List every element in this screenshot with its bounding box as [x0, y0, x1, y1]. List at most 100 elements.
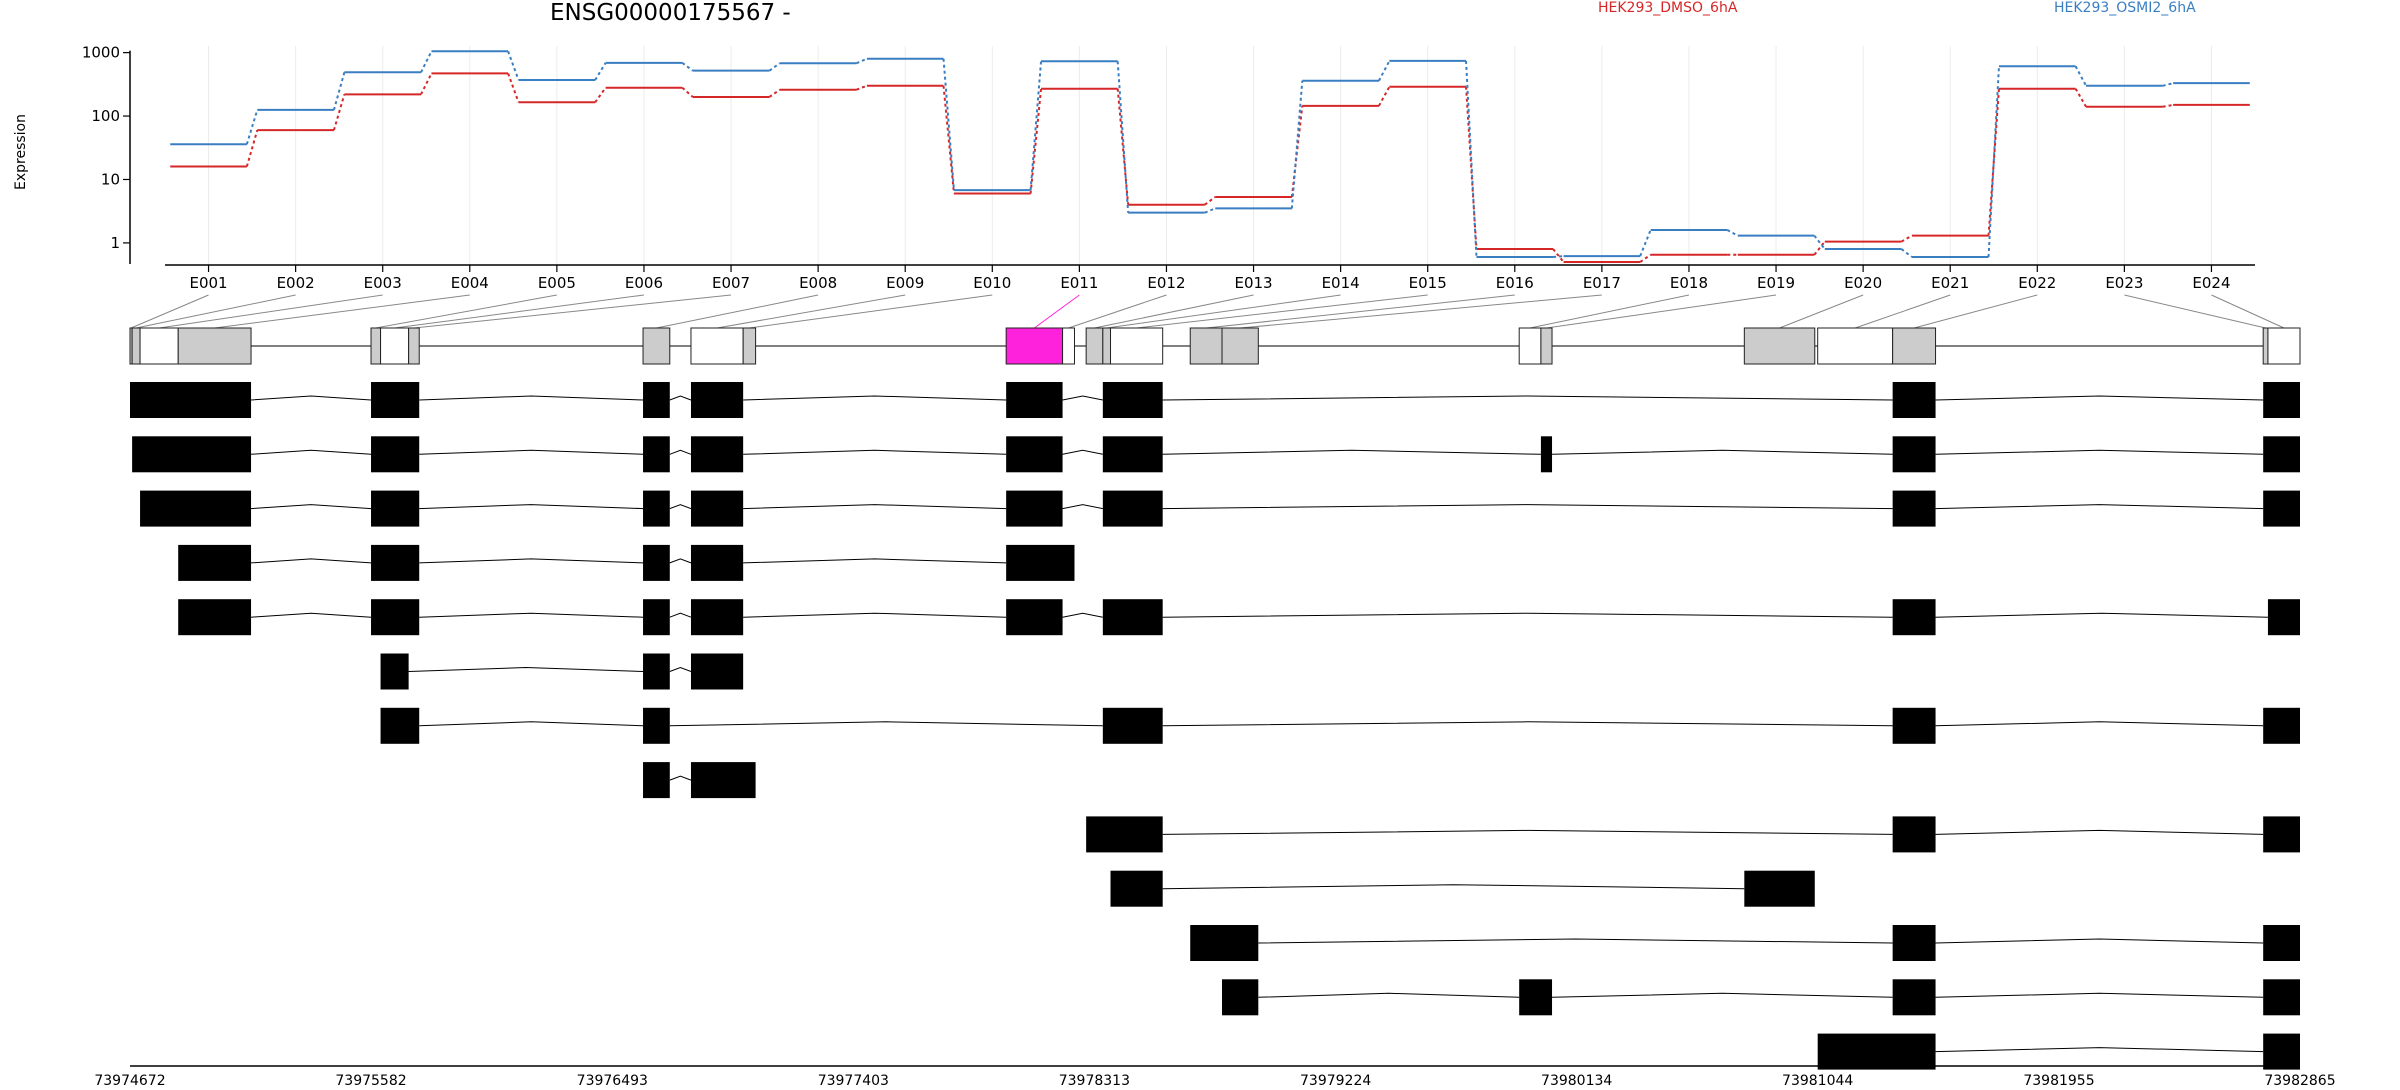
- x-tick-label: E011: [1060, 274, 1098, 292]
- transcript-exon: [1190, 925, 1259, 961]
- transcript-exon: [2263, 436, 2300, 473]
- transcript-exon: [371, 382, 420, 418]
- intron-line: [1162, 829, 1893, 835]
- intron-line: [419, 612, 644, 618]
- exon-bin: [370, 327, 382, 365]
- chart-title: ENSG00000175567 -: [550, 0, 791, 26]
- transcript-exon: [1102, 382, 1163, 418]
- transcript-exon: [1892, 436, 1936, 473]
- transcript-exon: [690, 653, 744, 690]
- exon-bin: [1518, 327, 1542, 365]
- transcript-exon: [643, 544, 670, 581]
- x-tick-label: E003: [364, 274, 402, 292]
- transcript-exon: [1519, 979, 1553, 1016]
- intron-line: [419, 558, 644, 564]
- osmi-series-connector: [1726, 229, 1739, 237]
- intron-line: [1162, 612, 1893, 618]
- exon-bin: [177, 327, 252, 365]
- transcript-exon: [371, 490, 420, 527]
- osmi-series-connector: [1204, 207, 1216, 214]
- osmi-series-connector: [1900, 248, 1913, 258]
- transcript-exon: [1110, 870, 1163, 907]
- intron-line: [669, 449, 692, 455]
- exon-connector: [159, 294, 383, 329]
- x-tick-label: E012: [1147, 274, 1185, 292]
- exon-bin: [742, 327, 757, 365]
- transcript-exon: [130, 382, 252, 418]
- osmi-series-connector: [420, 50, 433, 73]
- transcript-exon: [1006, 382, 1063, 418]
- transcript-exon: [690, 382, 744, 418]
- intron-line: [1162, 449, 1541, 455]
- x-tick-label: E015: [1409, 274, 1447, 292]
- x-tick-label: E018: [1670, 274, 1708, 292]
- exon-connector: [716, 294, 906, 329]
- genomic-tick-label: 73975582: [335, 1073, 406, 1089]
- transcript-exon: [1006, 544, 1075, 581]
- intron-line: [251, 504, 372, 510]
- transcript-exon: [1892, 707, 1936, 744]
- dmso-series-connector: [768, 88, 781, 98]
- intron-line: [1935, 721, 2264, 727]
- y-tick-label: 1000: [82, 44, 120, 62]
- exon-connector: [214, 294, 470, 329]
- intron-line: [251, 449, 372, 455]
- exon-connector: [1068, 294, 1167, 329]
- exon-connector: [1240, 294, 1602, 329]
- genomic-tick-label: 73974672: [94, 1073, 165, 1089]
- exon-bin: [642, 327, 671, 365]
- osmi-series-connector: [2162, 82, 2174, 87]
- exon-bin: [1817, 327, 1894, 365]
- intron-line: [1062, 504, 1103, 510]
- osmi-series-connector: [332, 72, 346, 111]
- exon-bin: [2262, 327, 2269, 365]
- intron-line: [743, 449, 1007, 455]
- transcript-exon: [1892, 382, 1936, 418]
- transcript-exon: [2263, 979, 2300, 1016]
- x-tick-label: E010: [973, 274, 1011, 292]
- osmi-series-connector: [1639, 229, 1652, 257]
- x-tick-label: E005: [538, 274, 576, 292]
- dmso-series-connector: [681, 86, 694, 98]
- dmso-series-connector: [1552, 248, 1565, 263]
- transcript-exon: [1817, 1033, 1936, 1070]
- transcript-exon: [1102, 599, 1163, 636]
- exon-connector: [656, 294, 819, 329]
- transcript-exon: [1102, 707, 1163, 744]
- osmi-series-connector: [1029, 61, 1043, 191]
- transcript-exon: [643, 599, 670, 636]
- exon-connector: [394, 294, 645, 329]
- x-tick-label: E013: [1234, 274, 1272, 292]
- exon-bin: [1189, 327, 1223, 365]
- exon-bin: [139, 327, 179, 365]
- osmi-series-connector: [245, 109, 259, 145]
- exon-connector: [1913, 294, 2038, 329]
- legend-dmso: HEK293_DMSO_6hA: [1598, 0, 1738, 16]
- intron-line: [408, 666, 644, 672]
- dmso-series-connector: [1813, 240, 1826, 256]
- transcript-exon: [643, 382, 670, 418]
- transcript-exon: [643, 436, 670, 473]
- intron-line: [251, 558, 372, 564]
- osmi-series-connector: [1813, 235, 1826, 250]
- transcript-exon: [2263, 925, 2300, 961]
- exon-connector: [1136, 294, 1428, 329]
- transcript-exon: [380, 653, 409, 690]
- transcript-exon: [371, 436, 420, 473]
- transcript-exon: [1744, 870, 1815, 907]
- dmso-series-connector: [942, 85, 955, 194]
- exon-connector: [2211, 294, 2285, 329]
- exon-bin: [1085, 327, 1104, 365]
- genomic-tick-label: 73978313: [1059, 1073, 1130, 1089]
- dmso-series-connector: [420, 72, 433, 95]
- dmso-series-connector: [507, 73, 520, 103]
- exon-connector: [2124, 294, 2266, 329]
- transcript-exon: [2263, 490, 2300, 527]
- intron-line: [669, 775, 692, 781]
- osmi-series-connector: [1987, 66, 2000, 258]
- intron-line: [669, 558, 692, 564]
- exon-connector: [413, 294, 732, 329]
- osmi-series-connector: [594, 62, 607, 81]
- transcript-exon: [1006, 436, 1063, 473]
- x-tick-label: E023: [2105, 274, 2143, 292]
